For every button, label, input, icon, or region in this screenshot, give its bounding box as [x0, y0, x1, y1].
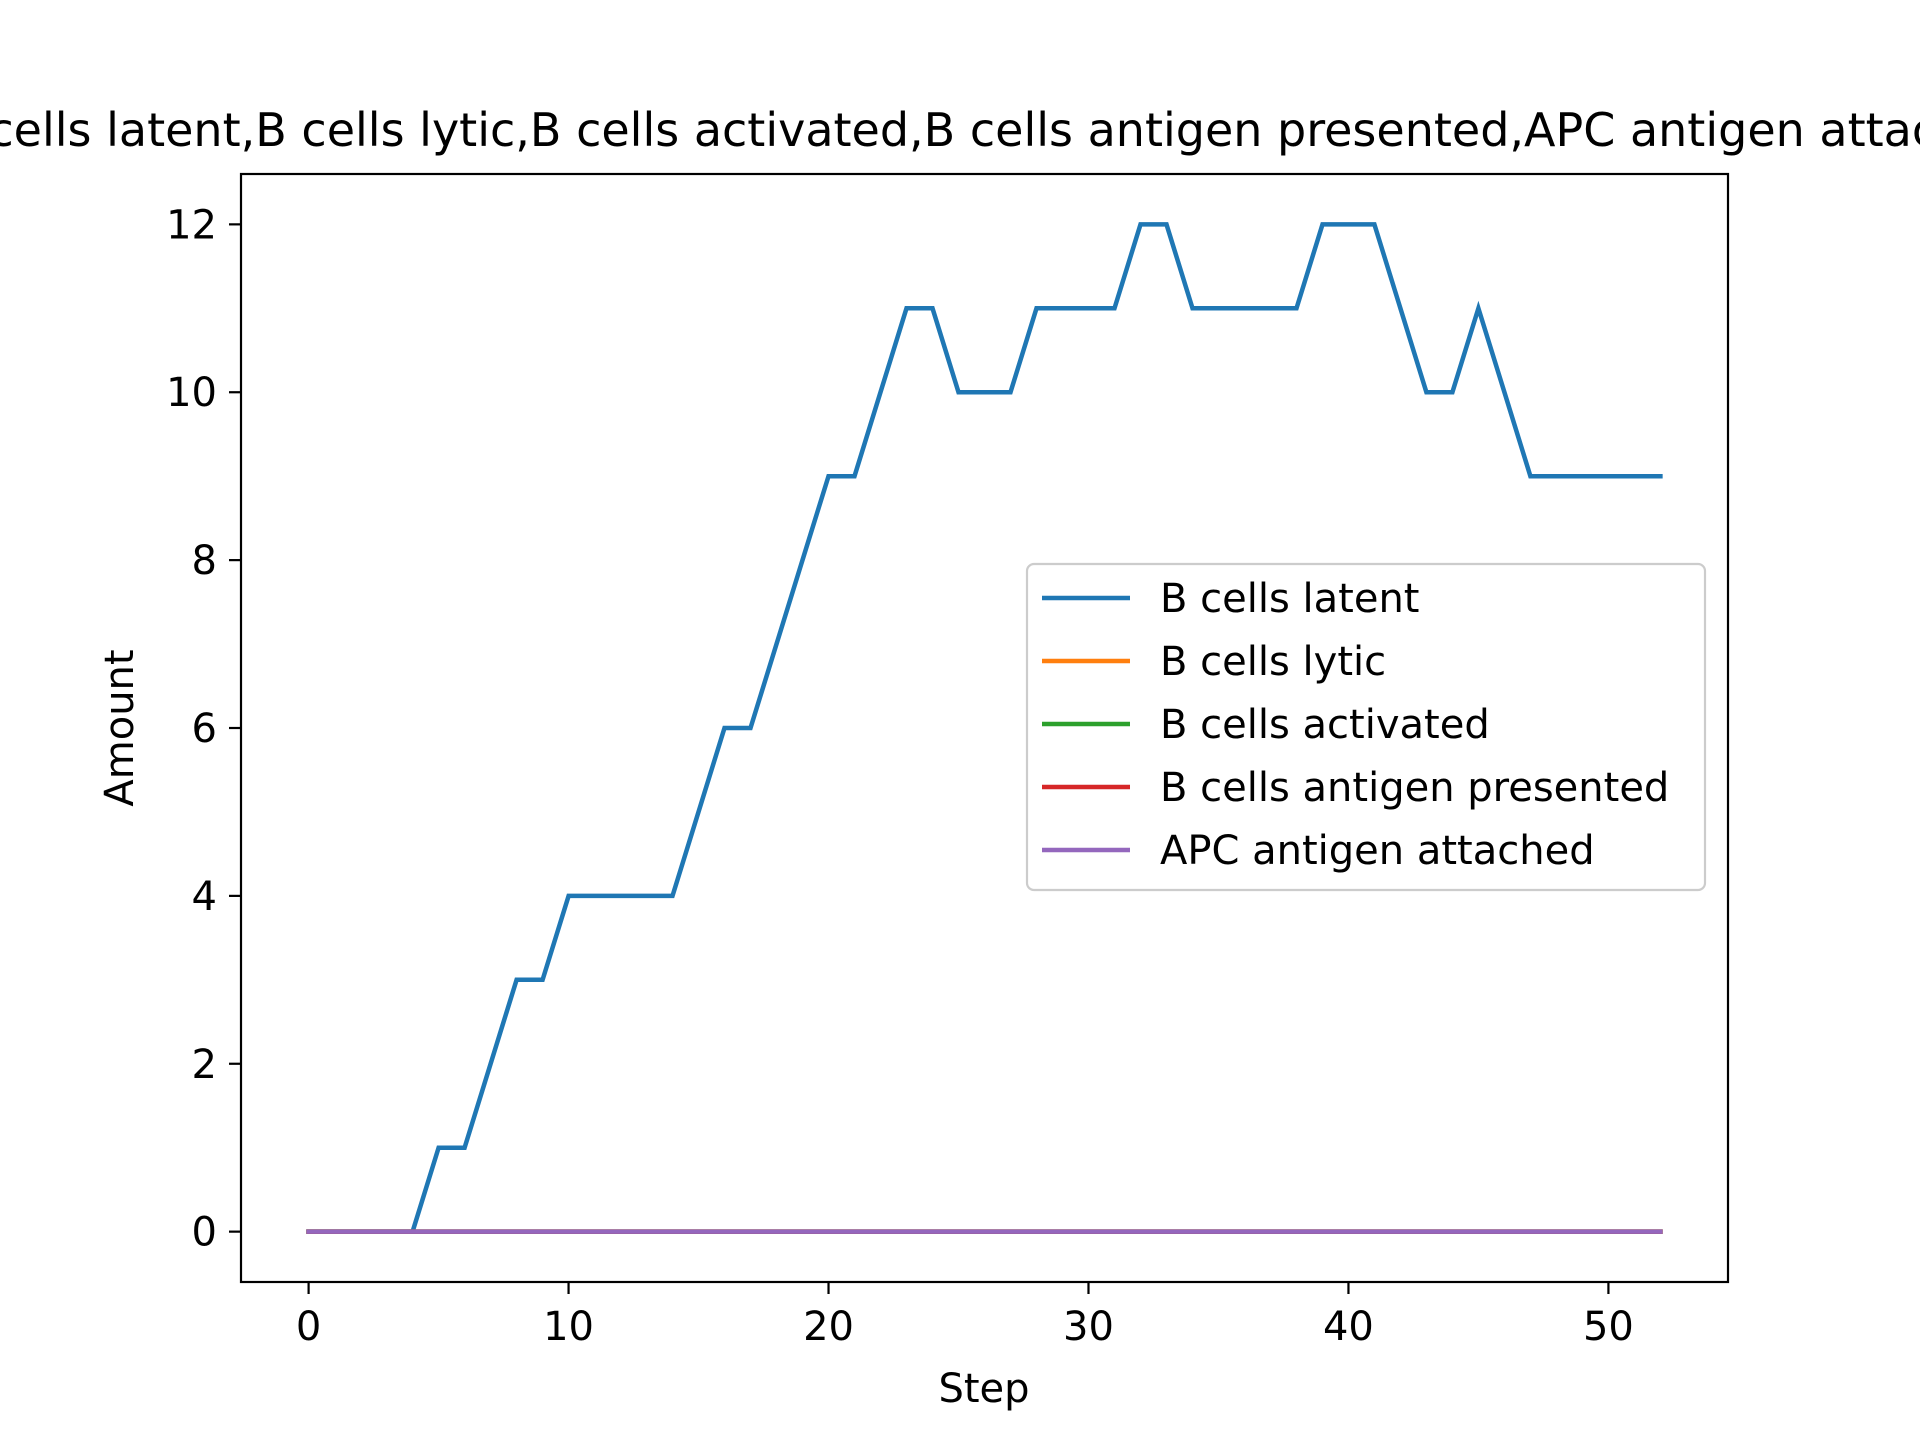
legend-label: B cells activated: [1160, 702, 1490, 748]
y-tick-label: 6: [192, 706, 217, 752]
y-tick-label: 12: [166, 202, 217, 248]
y-axis-label: Amount: [97, 649, 143, 806]
x-tick-label: 40: [1323, 1304, 1374, 1350]
x-axis-label: Step: [938, 1366, 1029, 1412]
plot-area-frame: [239, 172, 1730, 1284]
y-tick-label: 10: [166, 370, 217, 416]
legend-label: B cells antigen presented: [1160, 765, 1669, 811]
legend-label: APC antigen attached: [1160, 828, 1595, 874]
axis-ticks: 0 10 20 30 40 50 0 2 4 6 8 10 12: [166, 202, 1634, 1350]
series-layer: [306, 222, 1663, 1234]
x-tick-label: 10: [543, 1304, 594, 1350]
y-tick-label: 0: [192, 1210, 217, 1256]
y-tick-label: 4: [192, 874, 217, 920]
legend-label: B cells lytic: [1160, 639, 1386, 685]
legend-box: [1025, 562, 1707, 892]
legend: B cells latent B cells lytic B cells activ…: [1025, 562, 1707, 892]
chart-title: B cells latent,B cells lytic,B cells act…: [0, 103, 1920, 157]
x-tick-label: 30: [1063, 1304, 1114, 1350]
x-tick-label: 0: [296, 1304, 321, 1350]
legend-label: B cells latent: [1160, 576, 1420, 622]
x-tick-label: 20: [803, 1304, 854, 1350]
series-line-0: [306, 222, 1663, 1234]
y-tick-label: 8: [192, 538, 217, 584]
x-tick-label: 50: [1583, 1304, 1634, 1350]
y-tick-label: 2: [192, 1042, 217, 1088]
